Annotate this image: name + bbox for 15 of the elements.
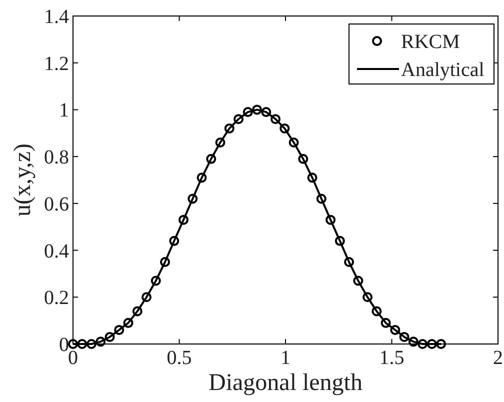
x-tick-label: 0.5 bbox=[166, 347, 192, 369]
x-axis-title: Diagonal length bbox=[208, 370, 362, 396]
x-tick-label: 1.5 bbox=[379, 347, 404, 369]
x-tick-label: 1 bbox=[280, 347, 290, 369]
y-tick-label: 0.2 bbox=[44, 287, 69, 310]
y-tick-label: 0.6 bbox=[44, 193, 69, 216]
y-tick-label: 0.8 bbox=[44, 146, 69, 169]
x-tick-label: 2 bbox=[493, 347, 503, 369]
legend-label: Analytical bbox=[401, 59, 485, 81]
y-tick-label: 0.4 bbox=[44, 240, 69, 262]
legend-label: RKCM bbox=[401, 31, 460, 53]
y-tick-label: 1 bbox=[59, 100, 69, 122]
y-tick-label: 1.4 bbox=[44, 6, 69, 28]
y-tick-label: 1.2 bbox=[44, 52, 69, 75]
y-axis-title: u(x,y,z) bbox=[10, 143, 36, 217]
